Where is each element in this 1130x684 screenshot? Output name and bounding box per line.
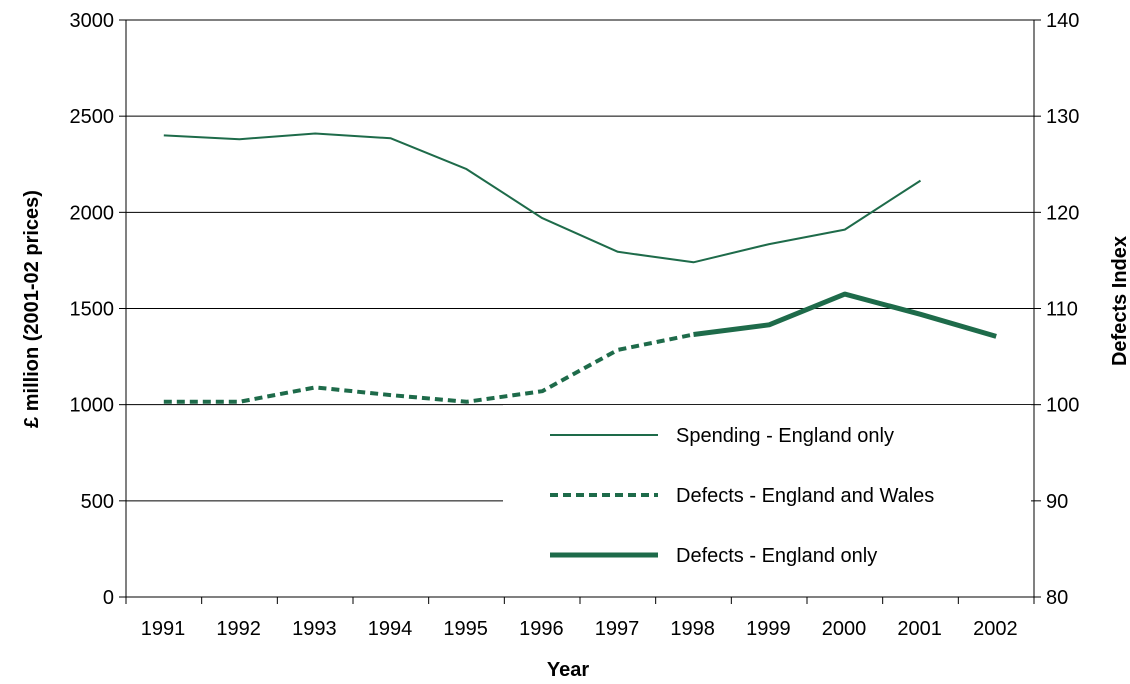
x-axis-title: Year bbox=[547, 659, 589, 681]
left-y-tick-label: 500 bbox=[81, 491, 114, 513]
x-tick-label: 2002 bbox=[973, 618, 1018, 640]
right-y-tick-label: 140 bbox=[1046, 10, 1079, 32]
x-tick-label: 1999 bbox=[746, 618, 791, 640]
left-y-tick-label: 2000 bbox=[70, 202, 115, 224]
x-tick-label: 2000 bbox=[822, 618, 867, 640]
legend-label: Spending - England only bbox=[676, 425, 894, 447]
x-tick-label: 1992 bbox=[216, 618, 261, 640]
legend-label: Defects - England and Wales bbox=[676, 485, 934, 507]
series-line-defects-england-only bbox=[693, 291, 997, 339]
x-tick-label: 1993 bbox=[292, 618, 337, 640]
right-y-tick-label: 120 bbox=[1046, 202, 1079, 224]
right-y-tick-label: 130 bbox=[1046, 106, 1079, 128]
right-y-tick-label: 110 bbox=[1046, 299, 1078, 321]
right-y-tick-label: 80 bbox=[1046, 587, 1068, 609]
series-lines bbox=[163, 132, 997, 404]
x-tick-label: 1998 bbox=[670, 618, 715, 640]
x-tick-label: 1991 bbox=[141, 618, 186, 640]
x-tick-label: 1994 bbox=[368, 618, 413, 640]
tick-labels: 0 500 1000 1500 2000 2500 3000 80 90 100 110 120 130… bbox=[70, 10, 1080, 640]
left-y-tick-label: 0 bbox=[103, 587, 114, 609]
x-tick-label: 1997 bbox=[595, 618, 640, 640]
right-y-axis-title: Defects Index bbox=[1109, 236, 1130, 366]
right-y-tick-label: 90 bbox=[1046, 491, 1068, 513]
x-tick-label: 1995 bbox=[443, 618, 488, 640]
legend-box bbox=[503, 405, 1031, 593]
series-line-defects-england-and-wales bbox=[163, 332, 694, 404]
series-line-spending-england-only bbox=[163, 132, 922, 264]
axes bbox=[119, 19, 1041, 604]
legend-label: Defects - England only bbox=[676, 545, 877, 567]
right-y-tick-label: 100 bbox=[1046, 395, 1079, 417]
legend: Spending - England only Defects - England… bbox=[503, 405, 1031, 593]
left-y-axis-title: £ million (2001-02 prices) bbox=[21, 190, 43, 428]
left-y-tick-label: 1500 bbox=[70, 299, 115, 321]
left-y-tick-label: 2500 bbox=[70, 106, 115, 128]
left-y-tick-label: 1000 bbox=[70, 395, 115, 417]
left-y-tick-label: 3000 bbox=[70, 10, 115, 32]
x-tick-label: 2001 bbox=[897, 618, 942, 640]
x-tick-label: 1996 bbox=[519, 618, 564, 640]
